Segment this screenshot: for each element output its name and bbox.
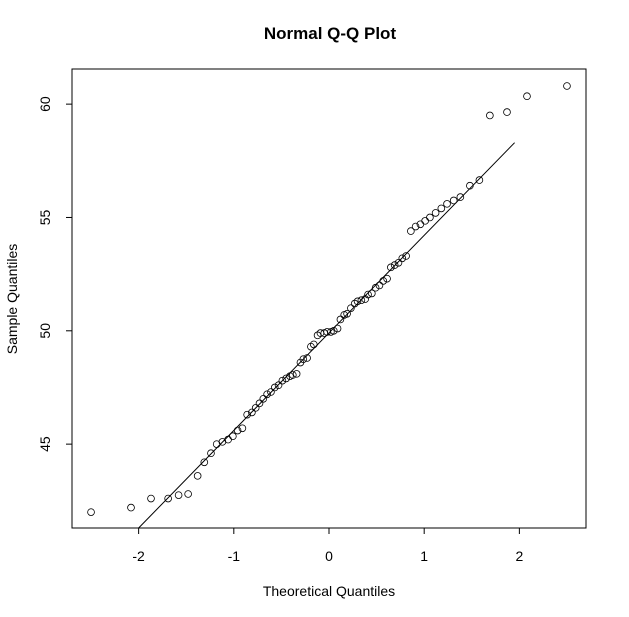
data-point bbox=[259, 394, 268, 403]
x-tick-label: 2 bbox=[515, 548, 523, 564]
data-point bbox=[364, 290, 372, 299]
data-point bbox=[375, 281, 384, 290]
data-point bbox=[353, 297, 362, 306]
data-point bbox=[200, 458, 209, 467]
data-point bbox=[350, 299, 359, 308]
data-point bbox=[263, 390, 271, 399]
plot-frame bbox=[71, 68, 587, 529]
data-point bbox=[299, 355, 308, 363]
data-point bbox=[127, 503, 135, 512]
data-point bbox=[443, 200, 451, 208]
data-point bbox=[224, 435, 232, 444]
y-axis-label: Sample Quantiles bbox=[4, 244, 20, 355]
data-point bbox=[336, 315, 345, 324]
data-point bbox=[238, 424, 247, 433]
x-tick-label: 0 bbox=[325, 548, 333, 564]
data-point bbox=[329, 326, 338, 335]
data-point bbox=[233, 426, 242, 435]
data-point bbox=[229, 432, 237, 441]
x-tick-label: -1 bbox=[228, 548, 241, 564]
data-point bbox=[383, 274, 391, 283]
y-tick-label: 50 bbox=[37, 323, 53, 339]
data-point bbox=[390, 261, 399, 269]
data-point bbox=[371, 283, 380, 292]
data-point bbox=[251, 404, 260, 412]
data-point bbox=[449, 196, 458, 205]
data-point bbox=[402, 252, 410, 260]
data-point bbox=[357, 296, 366, 305]
data-point bbox=[379, 277, 388, 285]
data-point bbox=[456, 193, 465, 201]
y-axis: 45 50 55 60 bbox=[37, 96, 72, 452]
data-point bbox=[426, 213, 434, 222]
data-point bbox=[278, 376, 287, 385]
chart-title: Normal Q-Q Plot bbox=[264, 24, 397, 43]
x-axis-label: Theoretical Quantiles bbox=[263, 583, 395, 599]
data-point bbox=[87, 508, 95, 516]
data-point bbox=[343, 309, 351, 318]
data-point bbox=[164, 494, 172, 503]
data-point bbox=[466, 181, 474, 190]
data-point bbox=[437, 204, 446, 213]
data-points bbox=[87, 82, 571, 516]
data-point bbox=[174, 491, 183, 499]
data-point bbox=[368, 289, 376, 298]
data-point bbox=[274, 381, 283, 390]
data-point bbox=[255, 399, 264, 408]
y-tick-label: 55 bbox=[37, 209, 53, 225]
data-point bbox=[347, 304, 355, 312]
data-point bbox=[387, 263, 395, 272]
data-point bbox=[270, 383, 279, 392]
y-tick-label: 45 bbox=[37, 436, 53, 452]
data-point bbox=[398, 254, 407, 263]
data-point bbox=[411, 222, 420, 231]
data-point bbox=[292, 370, 301, 378]
data-point bbox=[431, 209, 440, 217]
data-point bbox=[289, 371, 297, 379]
data-point bbox=[184, 490, 192, 498]
data-point bbox=[394, 258, 403, 267]
data-point bbox=[503, 108, 511, 116]
data-point bbox=[475, 176, 484, 184]
data-point bbox=[307, 342, 315, 351]
data-point bbox=[243, 410, 251, 419]
data-point bbox=[282, 374, 290, 383]
y-tick-label: 60 bbox=[37, 96, 53, 112]
data-point bbox=[207, 449, 215, 458]
data-point bbox=[313, 331, 322, 340]
data-point bbox=[309, 340, 318, 349]
data-point bbox=[267, 388, 275, 396]
data-point bbox=[361, 295, 369, 303]
data-point bbox=[193, 472, 202, 480]
data-point bbox=[486, 111, 494, 120]
x-tick-label: -2 bbox=[132, 548, 145, 564]
data-point bbox=[407, 227, 415, 235]
x-axis: -2 -1 0 1 2 bbox=[132, 528, 523, 564]
x-tick-label: 1 bbox=[420, 548, 428, 564]
data-point bbox=[147, 494, 155, 503]
data-point bbox=[523, 92, 531, 100]
data-point bbox=[333, 324, 342, 333]
data-point bbox=[563, 82, 571, 90]
data-point bbox=[248, 408, 256, 417]
data-point bbox=[421, 217, 429, 225]
data-point bbox=[303, 354, 311, 362]
